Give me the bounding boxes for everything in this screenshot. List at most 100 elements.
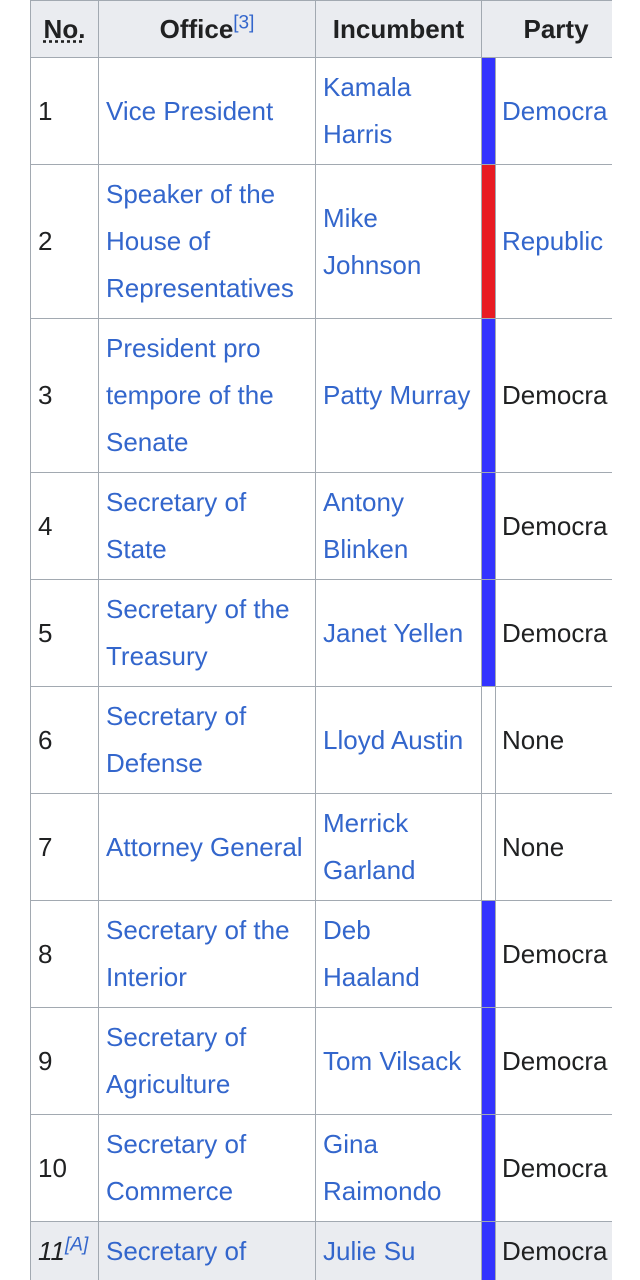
cell-party: Democra: [494, 579, 612, 687]
cell-no: 9: [30, 1007, 99, 1115]
office-link[interactable]: Secretary of State: [106, 487, 247, 564]
incumbent-link[interactable]: Kamala Harris: [323, 72, 412, 149]
row-number: 6: [38, 724, 53, 755]
table-row: 3 President pro tempore of the Senate Patt…: [30, 318, 612, 473]
party-name: Democra: [502, 617, 608, 648]
cell-incumbent: Merrick Garland: [315, 793, 482, 901]
table-row: 1 Vice President Kamala Harris Democra: [30, 57, 612, 165]
row-number: 9: [38, 1045, 53, 1076]
party-name: Democra: [502, 938, 608, 969]
party-name: Democra: [502, 1236, 608, 1266]
office-link[interactable]: Vice President: [106, 95, 274, 126]
incumbent-link[interactable]: Janet Yellen: [323, 617, 464, 648]
row-number: 1: [38, 95, 53, 126]
party-name: None: [502, 724, 565, 755]
incumbent-link[interactable]: Tom Vilsack: [323, 1045, 462, 1076]
party-color: [481, 579, 496, 687]
office-link[interactable]: Secretary of: [106, 1236, 247, 1266]
cell-office: Secretary of Defense: [98, 686, 316, 794]
cell-no: 1: [30, 57, 99, 165]
cell-office: Secretary of the Interior: [98, 900, 316, 1008]
table-row: 8 Secretary of the Interior Deb Haaland Dem…: [30, 900, 612, 1008]
office-link[interactable]: Secretary of Defense: [106, 701, 247, 778]
party-link[interactable]: Republic: [502, 226, 604, 256]
header-incumbent: Incumbent: [332, 14, 465, 44]
cell-incumbent: Julie Su: [315, 1221, 482, 1280]
office-link[interactable]: Secretary of Commerce: [106, 1129, 247, 1206]
table-row: 2 Speaker of the House of Representatives…: [30, 164, 612, 319]
cell-party: Democra: [494, 1221, 612, 1280]
table-row: 10 Secretary of Commerce Gina Raimondo Demo…: [30, 1114, 612, 1222]
row-number: 2: [38, 226, 53, 256]
office-link[interactable]: Secretary of the Treasury: [106, 594, 290, 671]
cell-incumbent: Deb Haaland: [315, 900, 482, 1008]
incumbent-link[interactable]: Deb Haaland: [323, 915, 420, 992]
party-color: [481, 900, 496, 1008]
table-row: 6 Secretary of Defense Lloyd Austin None: [30, 686, 612, 794]
cell-office: Secretary of: [98, 1221, 316, 1280]
table-wrap: No. Office[3] Incumbent Party 1 Vice Pres…: [30, 0, 612, 1280]
cell-no: 5: [30, 579, 99, 687]
office-link[interactable]: Secretary of Agriculture: [106, 1022, 247, 1099]
party-name: Democra: [502, 510, 608, 541]
cell-no: 7: [30, 793, 99, 901]
office-link[interactable]: Speaker of the House of Representatives: [106, 179, 294, 303]
incumbent-link[interactable]: Lloyd Austin: [323, 724, 464, 755]
cell-no: 4: [30, 472, 99, 580]
header-cell: Party: [480, 0, 612, 58]
note-link[interactable]: [A]: [65, 1234, 89, 1256]
row-number: 10: [38, 1152, 67, 1183]
office-link[interactable]: President pro tempore of the Senate: [106, 333, 274, 457]
cell-party: Democra: [494, 900, 612, 1008]
table-row: 4 Secretary of State Antony Blinken Democra: [30, 472, 612, 580]
table-body: 1 Vice President Kamala Harris Democra 2 Spea…: [30, 57, 612, 1280]
cell-office: President pro tempore of the Senate: [98, 318, 316, 473]
incumbent-link[interactable]: Mike Johnson: [323, 202, 422, 280]
party-name: None: [502, 831, 565, 862]
cell-party: Democra: [494, 1114, 612, 1222]
cell-incumbent: Antony Blinken: [315, 472, 482, 580]
header-no: No.: [43, 14, 86, 44]
incumbent-link[interactable]: Patty Murray: [323, 380, 471, 410]
header-office: Office: [159, 14, 234, 44]
party-color: [481, 472, 496, 580]
cell-party: Democra: [494, 57, 612, 165]
incumbent-link[interactable]: Merrick Garland: [323, 808, 416, 885]
party-name: Democra: [502, 1045, 608, 1076]
header-row: No. Office[3] Incumbent Party: [30, 0, 612, 58]
footnote-link[interactable]: [3]: [233, 12, 255, 34]
cell-incumbent: Janet Yellen: [315, 579, 482, 687]
cell-party: None: [494, 793, 612, 901]
header-cell: Incumbent: [315, 0, 482, 58]
incumbent-link[interactable]: Antony Blinken: [323, 487, 409, 564]
cell-incumbent: Gina Raimondo: [315, 1114, 482, 1222]
incumbent-link[interactable]: Gina Raimondo: [323, 1129, 442, 1206]
incumbent-link[interactable]: Julie Su: [323, 1236, 416, 1266]
party-link[interactable]: Democra: [502, 95, 608, 126]
party-color: [481, 164, 496, 319]
party-color: [481, 1007, 496, 1115]
header-cell: No.: [30, 0, 99, 58]
cell-party: None: [494, 686, 612, 794]
cell-incumbent: Lloyd Austin: [315, 686, 482, 794]
cell-incumbent: Kamala Harris: [315, 57, 482, 165]
cell-office: Secretary of Agriculture: [98, 1007, 316, 1115]
table-row: 9 Secretary of Agriculture Tom Vilsack Demo…: [30, 1007, 612, 1115]
cell-party: Democra: [494, 318, 612, 473]
cell-no: 2: [30, 164, 99, 319]
party-color: [481, 1114, 496, 1222]
table-row: 11[A] Secretary of Julie Su Democra: [30, 1221, 612, 1280]
party-color: [481, 686, 496, 794]
cell-no: 11[A]: [30, 1221, 99, 1280]
party-color: [481, 318, 496, 473]
party-name: Democra: [502, 1152, 608, 1183]
office-link[interactable]: Attorney General: [106, 831, 303, 862]
row-number: 11: [38, 1236, 65, 1266]
cell-incumbent: Patty Murray: [315, 318, 482, 473]
cell-office: Attorney General: [98, 793, 316, 901]
office-link[interactable]: Secretary of the Interior: [106, 915, 290, 992]
cell-no: 3: [30, 318, 99, 473]
cell-party: Democra: [494, 1007, 612, 1115]
